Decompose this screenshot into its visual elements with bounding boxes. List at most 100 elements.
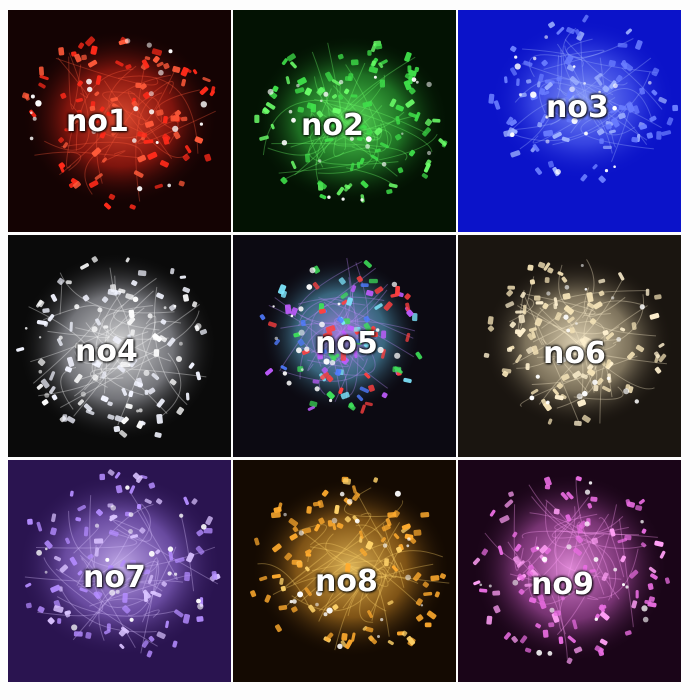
- wire-strand: [89, 368, 207, 388]
- led-highlight: [623, 388, 630, 395]
- led-highlight: [91, 129, 97, 135]
- led-highlight: [640, 520, 644, 524]
- led-bulb: [393, 533, 400, 540]
- led-bulb: [365, 626, 374, 633]
- led-bulb: [78, 42, 85, 49]
- led-bulb: [332, 522, 337, 531]
- led-highlight: [648, 81, 652, 85]
- led-highlight: [316, 589, 323, 597]
- wire-strand: [89, 495, 132, 574]
- led-bulb: [144, 56, 151, 61]
- led-highlight: [545, 139, 550, 144]
- led-highlight: [616, 337, 622, 342]
- led-bulb: [553, 610, 562, 616]
- led-bulb: [180, 116, 188, 122]
- led-bulb: [338, 387, 344, 395]
- led-bulb: [573, 95, 579, 100]
- led-bulb: [420, 511, 430, 518]
- led-bulb: [557, 271, 564, 276]
- led-highlight: [598, 90, 601, 94]
- led-bulb: [350, 285, 357, 293]
- led-highlight: [373, 75, 377, 79]
- led-bulb: [277, 502, 283, 512]
- wire-strand: [59, 272, 175, 314]
- led-bulb: [352, 492, 361, 501]
- wire-strand: [95, 289, 144, 396]
- led-bulb: [345, 563, 351, 573]
- led-bulb: [535, 623, 542, 629]
- led-bulb: [583, 108, 591, 116]
- led-bulb: [506, 116, 514, 125]
- wire-strand: [528, 484, 624, 534]
- led-bulb: [101, 296, 109, 303]
- led-bulb: [635, 505, 643, 511]
- wire-strand: [583, 287, 626, 317]
- tile-no5: no5: [233, 235, 456, 457]
- led-bulb: [211, 570, 218, 580]
- led-bulb: [544, 82, 553, 91]
- led-bulb: [391, 565, 398, 572]
- light-glow: [18, 252, 218, 442]
- led-bulb: [586, 292, 594, 303]
- wire-strand: [135, 92, 163, 202]
- wire-strand: [589, 304, 657, 337]
- wire-strand: [155, 89, 201, 132]
- led-bulb: [412, 313, 418, 322]
- led-highlight: [168, 49, 173, 54]
- wire-strand: [101, 150, 126, 163]
- led-bulb: [154, 183, 163, 189]
- led-bulb: [331, 121, 338, 129]
- led-bulb: [523, 60, 533, 67]
- led-bulb: [566, 27, 575, 35]
- led-bulb: [506, 289, 513, 297]
- wire-strand: [519, 303, 598, 409]
- led-bulb: [641, 528, 647, 534]
- led-bulb: [502, 370, 509, 378]
- light-glow: [251, 478, 451, 658]
- led-bulb: [140, 420, 146, 426]
- wire-strand: [311, 113, 326, 154]
- wire-strand: [365, 563, 434, 612]
- wire-strand: [278, 133, 438, 174]
- led-bulb: [115, 485, 123, 494]
- led-bulb: [297, 77, 307, 86]
- led-highlight: [158, 69, 164, 76]
- led-bulb: [379, 79, 386, 88]
- led-bulb: [320, 371, 330, 380]
- led-bulb: [556, 382, 564, 389]
- tile-no9: no9: [458, 460, 681, 682]
- led-bulb: [424, 622, 432, 628]
- led-bulb: [392, 366, 402, 373]
- led-bulb: [405, 302, 411, 312]
- led-bulb: [121, 626, 130, 634]
- led-highlight: [611, 296, 615, 300]
- led-bulb: [264, 594, 271, 603]
- led-bulb: [664, 577, 670, 584]
- led-bulb: [279, 577, 284, 585]
- wire-strand: [127, 546, 177, 616]
- led-bulb: [289, 533, 298, 541]
- led-bulb: [335, 368, 342, 376]
- led-bulb: [352, 485, 357, 494]
- led-bulb: [181, 78, 186, 87]
- led-bulb: [553, 297, 558, 307]
- led-highlight: [286, 380, 292, 386]
- led-bulb: [182, 294, 189, 302]
- led-highlight: [510, 132, 515, 137]
- wire-strand: [508, 110, 561, 131]
- led-bulb: [196, 529, 204, 537]
- led-highlight: [95, 346, 102, 353]
- led-bulb: [152, 55, 160, 63]
- led-bulb: [286, 53, 296, 62]
- led-bulb: [107, 401, 113, 407]
- led-bulb: [406, 636, 416, 646]
- led-bulb: [165, 620, 169, 629]
- led-highlight: [38, 336, 42, 339]
- led-bulb: [347, 325, 355, 331]
- led-bulb: [560, 595, 565, 601]
- led-bulb: [645, 288, 650, 296]
- led-bulb: [493, 100, 501, 110]
- led-bulb: [534, 317, 543, 327]
- led-bulb: [79, 587, 88, 593]
- led-bulb: [531, 345, 539, 355]
